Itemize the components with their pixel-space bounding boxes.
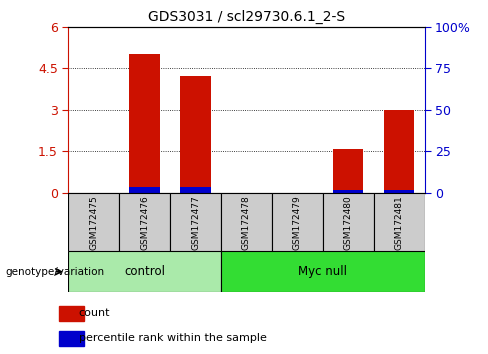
Text: GSM172481: GSM172481 xyxy=(395,195,404,250)
Text: genotype/variation: genotype/variation xyxy=(5,267,104,277)
Bar xyxy=(59,331,84,346)
Text: Myc null: Myc null xyxy=(298,265,347,278)
FancyBboxPatch shape xyxy=(374,193,425,251)
Bar xyxy=(59,306,84,321)
Title: GDS3031 / scl29730.6.1_2-S: GDS3031 / scl29730.6.1_2-S xyxy=(148,10,345,24)
Bar xyxy=(180,76,211,193)
Text: percentile rank within the sample: percentile rank within the sample xyxy=(79,333,266,343)
FancyBboxPatch shape xyxy=(221,193,272,251)
Bar xyxy=(333,190,364,193)
Text: GSM172478: GSM172478 xyxy=(242,195,251,250)
FancyBboxPatch shape xyxy=(272,193,323,251)
Text: GSM172475: GSM172475 xyxy=(89,195,98,250)
Text: count: count xyxy=(79,308,110,318)
Text: GSM172479: GSM172479 xyxy=(293,195,302,250)
FancyBboxPatch shape xyxy=(323,193,374,251)
Text: GSM172476: GSM172476 xyxy=(140,195,149,250)
Bar xyxy=(384,190,414,193)
Text: control: control xyxy=(124,265,165,278)
Bar xyxy=(384,110,414,193)
FancyBboxPatch shape xyxy=(221,251,425,292)
FancyBboxPatch shape xyxy=(68,193,119,251)
FancyBboxPatch shape xyxy=(119,193,170,251)
Bar xyxy=(333,149,364,193)
FancyBboxPatch shape xyxy=(170,193,221,251)
Text: GSM172477: GSM172477 xyxy=(191,195,200,250)
Bar xyxy=(180,187,211,193)
FancyBboxPatch shape xyxy=(68,251,221,292)
Bar xyxy=(129,54,160,193)
Text: GSM172480: GSM172480 xyxy=(344,195,353,250)
Bar xyxy=(129,187,160,193)
